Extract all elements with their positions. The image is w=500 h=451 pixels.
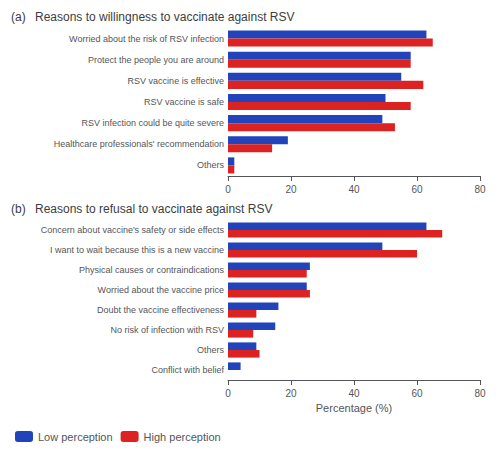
svg-text:0: 0 [225,184,231,195]
svg-text:Others: Others [197,345,225,355]
svg-text:Worried about the risk of RSV: Worried about the risk of RSV infection [69,34,224,44]
svg-text:High perception: High perception [144,431,221,443]
svg-text:Conflict with belief: Conflict with belief [151,365,224,375]
svg-text:Healthcare professionals' reco: Healthcare professionals' recommendation [54,139,224,149]
svg-text:0: 0 [225,388,231,399]
svg-text:(a): (a) [11,10,26,24]
svg-text:Reasons to willingness to vacc: Reasons to willingness to vaccinate agai… [35,10,294,24]
svg-text:RSV vaccine is effective: RSV vaccine is effective [128,76,224,86]
svg-text:Reasons to refusal to vaccinat: Reasons to refusal to vaccinate against … [35,202,272,216]
svg-text:Doubt the vaccine effectivenes: Doubt the vaccine effectiveness [97,305,224,315]
svg-text:Low perception: Low perception [38,431,113,443]
svg-text:Percentage (%): Percentage (%) [316,402,392,414]
svg-text:80: 80 [474,388,486,399]
svg-text:60: 60 [411,388,423,399]
svg-text:60: 60 [411,184,423,195]
svg-text:Concern about vaccine's safety: Concern about vaccine's safety or side e… [41,225,225,235]
svg-text:RSV infection could be quite s: RSV infection could be quite severe [81,118,224,128]
svg-text:40: 40 [348,184,360,195]
svg-text:Protect the people you are aro: Protect the people you are around [88,55,224,65]
svg-text:No risk of infection with RSV: No risk of infection with RSV [110,325,224,335]
svg-text:80: 80 [474,184,486,195]
svg-text:20: 20 [285,388,297,399]
svg-text:RSV vaccine is safe: RSV vaccine is safe [144,97,224,107]
svg-text:Others: Others [197,160,225,170]
svg-text:40: 40 [348,388,360,399]
svg-text:(b): (b) [11,202,26,216]
svg-text:Worried about the vaccine pric: Worried about the vaccine price [98,285,224,295]
svg-text:Physical causes or contraindic: Physical causes or contraindications [79,265,225,275]
svg-text:I want to wait because this is: I want to wait because this is a new vac… [50,245,224,255]
svg-text:20: 20 [285,184,297,195]
